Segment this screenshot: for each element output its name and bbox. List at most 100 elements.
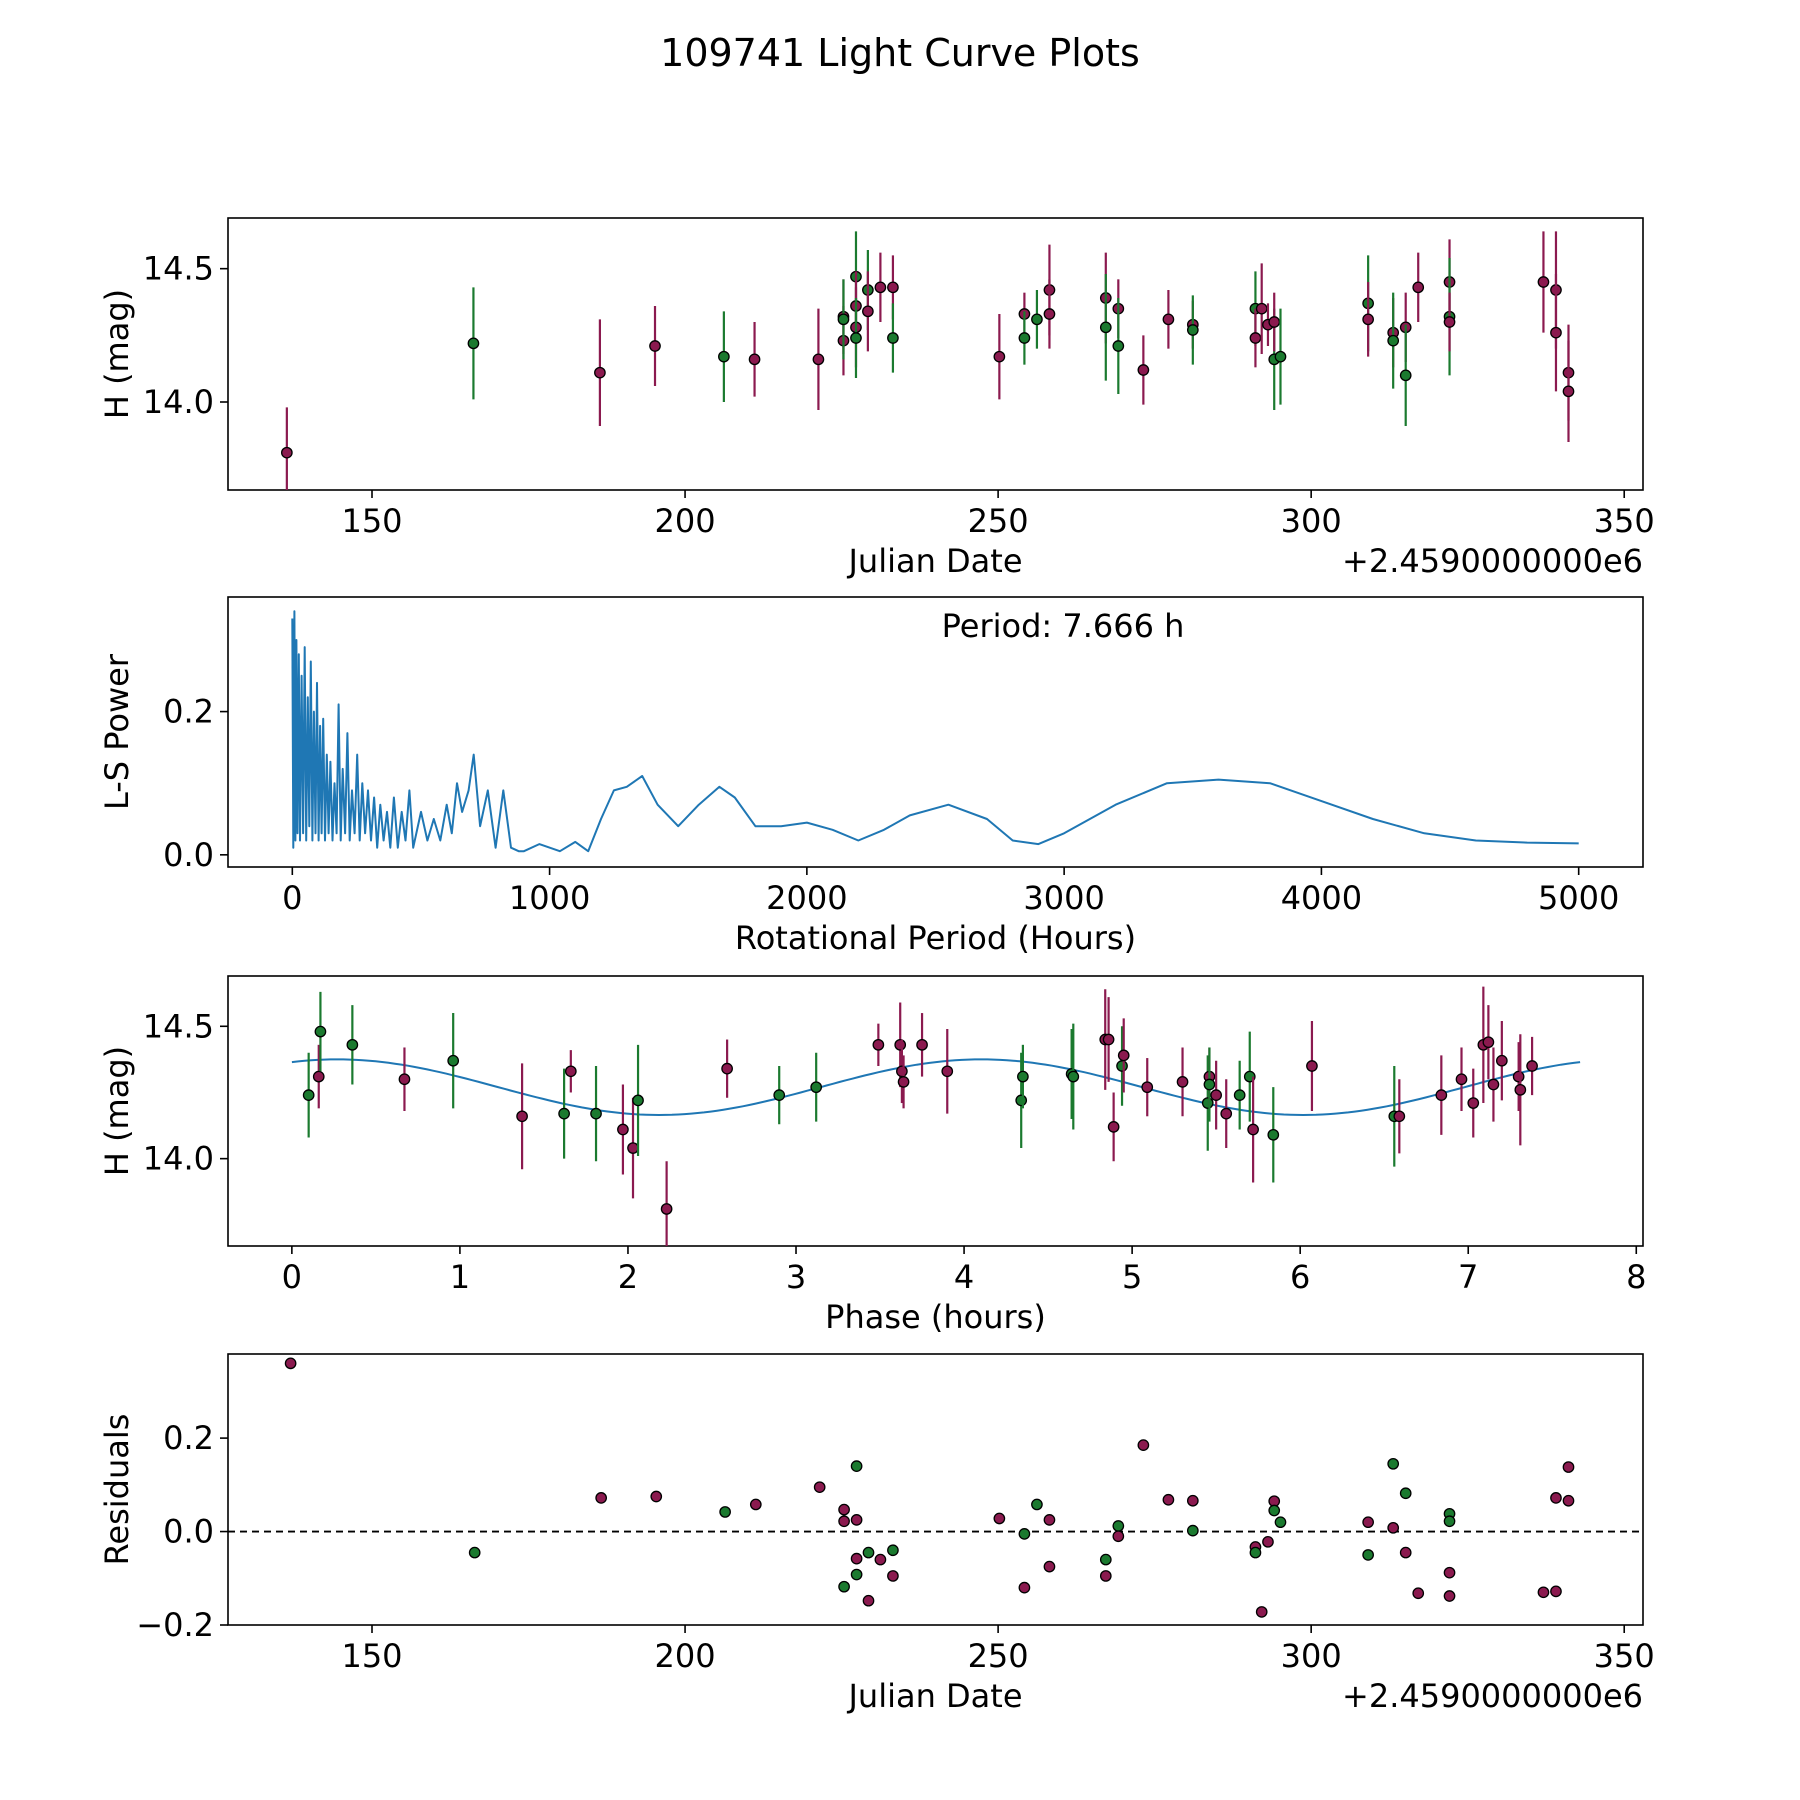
data-point (1186, 324, 1199, 336)
data-point (1362, 313, 1374, 326)
data-point (862, 305, 874, 318)
data-point (1562, 1461, 1575, 1473)
data-point (1031, 313, 1043, 326)
data-point (1210, 1089, 1222, 1101)
data-point (1201, 1097, 1214, 1109)
data-point (874, 281, 887, 294)
data-point (894, 1038, 907, 1051)
data-point (564, 1065, 577, 1078)
residuals-panel: 150 200 250 300 350 −0.2 0.0 0.2 Julian Date Resi… (98, 1353, 1655, 1715)
data-point (590, 1107, 602, 1120)
x-tick-label: 6 (1290, 1258, 1310, 1296)
x-tick-label: 0 (282, 1258, 302, 1296)
data-point (284, 1357, 297, 1370)
data-point (1399, 369, 1412, 382)
y-tick-label: 0.2 (163, 1419, 214, 1457)
data-point (314, 1025, 327, 1038)
data-point (838, 1515, 850, 1528)
y-tick-label: 14.5 (143, 1007, 214, 1045)
data-point (1137, 1439, 1150, 1451)
x-tick-label: 350 (1594, 1637, 1655, 1675)
data-point (1512, 1070, 1525, 1083)
data-point (749, 1498, 762, 1511)
data-point (281, 446, 293, 459)
x-axis-label: Julian Date (846, 542, 1022, 580)
data-point (887, 1570, 899, 1582)
data-point (1537, 276, 1550, 288)
periodogram-line (291, 610, 1579, 853)
data-point (516, 1110, 528, 1123)
x-tick-label: 8 (1626, 1258, 1646, 1296)
data-point (346, 1038, 359, 1051)
data-point (1043, 1560, 1056, 1573)
x-tick-label: 7 (1458, 1258, 1478, 1296)
plot-frame (227, 596, 1644, 868)
data-point (467, 337, 480, 350)
data-point (850, 1514, 863, 1526)
plot-frame (227, 1353, 1644, 1626)
data-point (810, 1081, 823, 1094)
data-point (773, 1089, 786, 1101)
data-point (1249, 332, 1262, 344)
data-point (850, 1552, 863, 1565)
data-point (1562, 385, 1575, 398)
data-point (719, 1506, 731, 1518)
data-point (1162, 1493, 1175, 1506)
data-point (941, 1065, 954, 1078)
data-point (748, 353, 761, 366)
data-point (993, 350, 1006, 363)
data-point (850, 1568, 863, 1581)
x-tick-label: 0 (282, 879, 302, 917)
periodogram-panel: 0 1000 2000 3000 4000 5000 0.0 0.2 Rotational Pe… (98, 596, 1644, 957)
model-fit-curve (291, 1058, 1581, 1117)
x-tick-label: 300 (1281, 502, 1342, 540)
data-point (1043, 1514, 1056, 1526)
data-point (1443, 1590, 1456, 1602)
data-point (1526, 1060, 1538, 1072)
data-point (1487, 1078, 1500, 1091)
data-point (660, 1203, 673, 1215)
y-tick-label: 14.0 (143, 383, 214, 421)
data-point (1443, 1566, 1456, 1579)
data-point (1435, 1089, 1448, 1101)
data-point (1249, 1546, 1262, 1559)
data-point (1203, 1078, 1216, 1091)
data-point (718, 350, 730, 363)
x-axis-label: Rotational Period (Hours) (735, 919, 1136, 957)
data-point (1018, 1581, 1031, 1594)
data-point (617, 1123, 629, 1136)
x-offset-label: +2.4590000000e6 (1342, 1677, 1643, 1715)
data-point (1099, 321, 1112, 334)
y-tick-label: 14.0 (143, 1140, 214, 1178)
x-tick-label: 3 (786, 1258, 806, 1296)
data-point (1268, 316, 1281, 328)
data-point (1412, 281, 1425, 294)
data-point (1176, 1076, 1189, 1088)
data-point (1186, 1494, 1199, 1507)
data-point (468, 1546, 481, 1559)
data-point (1255, 302, 1268, 315)
data-point (1550, 326, 1562, 339)
data-point (1255, 1606, 1268, 1618)
x-tick-label: 1 (450, 1258, 470, 1296)
data-point (1137, 364, 1150, 376)
x-tick-label: 5000 (1538, 879, 1619, 917)
x-tick-label: 250 (968, 502, 1029, 540)
data-point (650, 1490, 663, 1503)
data-point (649, 340, 661, 352)
data-point (1387, 334, 1400, 347)
y-axis-label: Residuals (98, 1414, 136, 1566)
data-point (1387, 1457, 1400, 1470)
data-point (1186, 1524, 1199, 1537)
x-axis-label: Phase (hours) (825, 1298, 1046, 1336)
data-point (1247, 1123, 1259, 1136)
data-point (850, 1460, 863, 1472)
data-point (1306, 1060, 1318, 1072)
data-point (1099, 1553, 1112, 1566)
data-point (896, 1065, 908, 1078)
plot-area (228, 1357, 1643, 1618)
data-point (1362, 1516, 1374, 1529)
data-point (862, 1546, 875, 1559)
data-point (1067, 1070, 1080, 1083)
